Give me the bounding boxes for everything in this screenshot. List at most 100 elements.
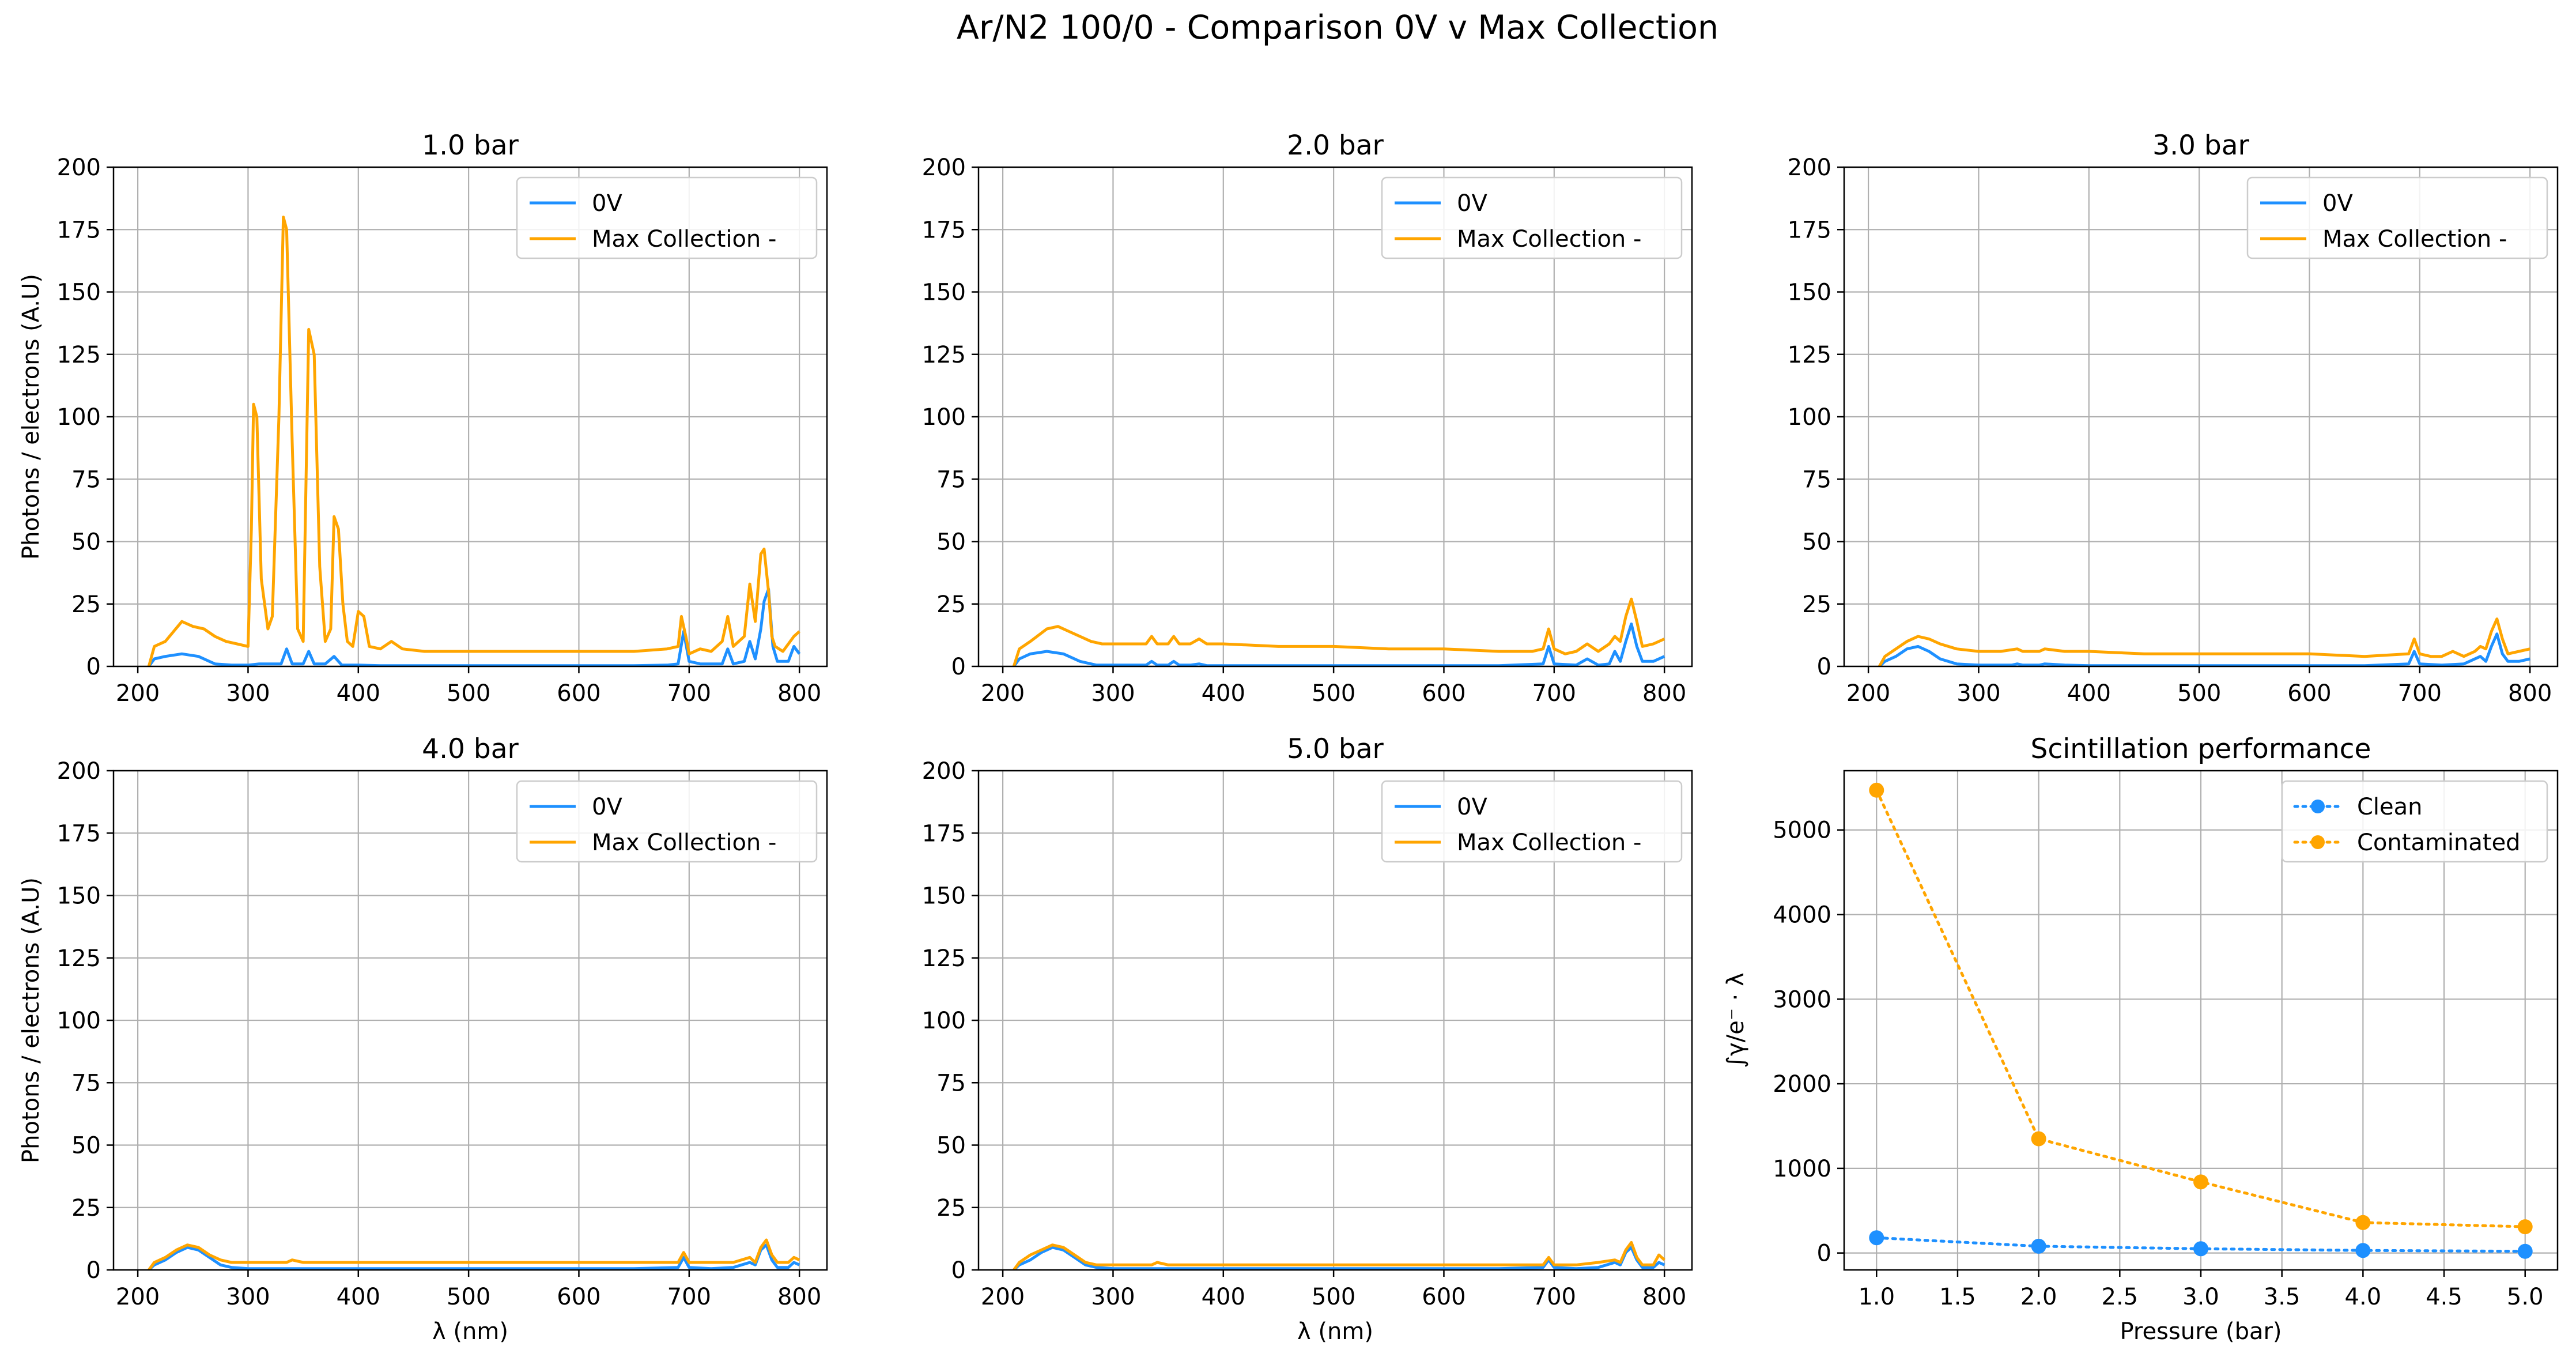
data-point <box>2193 1241 2208 1257</box>
legend-label: Clean <box>2357 794 2423 820</box>
y-axis-label: ∫γ/e⁻ · λ <box>1723 972 1749 1068</box>
x-tick-label: 800 <box>2508 680 2552 707</box>
y-tick-label: 1000 <box>1773 1156 1831 1182</box>
x-tick-label: 700 <box>1532 680 1576 707</box>
y-tick-label: 25 <box>71 591 101 618</box>
y-tick-label: 200 <box>922 758 966 785</box>
legend-marker <box>2311 800 2325 813</box>
x-tick-label: 700 <box>1532 1284 1576 1310</box>
y-tick-label: 0 <box>951 1257 966 1284</box>
x-tick-label: 200 <box>116 680 160 707</box>
x-tick-label: 1.5 <box>1939 1284 1976 1310</box>
plot-area <box>148 1238 800 1270</box>
series-line-1 <box>1012 597 1665 666</box>
y-tick-label: 5000 <box>1773 817 1831 844</box>
x-tick-label: 4.0 <box>2345 1284 2382 1310</box>
series-line-1 <box>148 1238 800 1270</box>
x-tick-label: 200 <box>1846 680 1890 707</box>
y-tick-label: 50 <box>936 1133 966 1159</box>
x-tick-label: 300 <box>226 1284 270 1310</box>
panel-2: 200 300 400 500 600 700 800 0 25 50 75 100 125 150 175… <box>922 130 1693 707</box>
legend-box <box>516 176 818 259</box>
legend-label: 0V <box>2322 190 2353 217</box>
plot-area <box>1878 617 2530 666</box>
data-point <box>2355 1243 2371 1258</box>
y-tick-label: 125 <box>922 945 966 972</box>
y-tick-label: 4000 <box>1773 902 1831 929</box>
panel-4: 200 300 400 500 600 700 800 0 25 50 75 100 125 150 175… <box>18 733 828 1345</box>
plot-area <box>1869 782 2533 1259</box>
panel-title: 2.0 bar <box>1287 130 1384 161</box>
y-tick-label: 25 <box>936 591 966 618</box>
x-tick-label: 600 <box>1422 1284 1465 1310</box>
data-point <box>2517 1219 2533 1235</box>
plot-area <box>1013 1241 1665 1270</box>
legend-label: 0V <box>592 794 622 820</box>
plot-area <box>1012 597 1665 666</box>
series-line-0 <box>148 587 801 666</box>
y-axis-label: Photons / electrons (A.U) <box>18 877 44 1163</box>
y-tick-label: 75 <box>71 466 101 493</box>
data-point <box>1869 1230 1884 1246</box>
panel-6: 1.0 1.5 2.0 2.5 3.0 3.5 4.0 4.5 5.0 0 1000 2000 3000… <box>1723 733 2559 1345</box>
data-point <box>2355 1215 2371 1230</box>
x-axis-label: λ (nm) <box>1297 1318 1373 1345</box>
legend-box <box>516 780 818 863</box>
y-tick-label: 175 <box>922 820 966 847</box>
y-tick-label: 25 <box>71 1195 101 1221</box>
legend: Clean Contaminated <box>2281 780 2548 863</box>
legend: 0V Max Collection - <box>1381 780 1683 863</box>
series-line-0 <box>1878 632 2530 666</box>
y-tick-label: 75 <box>936 466 966 493</box>
legend-box <box>2281 780 2548 863</box>
panel-title: Scintillation performance <box>2031 733 2371 765</box>
x-axis-label: Pressure (bar) <box>2120 1318 2282 1345</box>
y-tick-label: 100 <box>57 1008 101 1034</box>
series-line-0 <box>148 1243 800 1270</box>
y-tick-label: 0 <box>951 654 966 680</box>
x-tick-label: 3.0 <box>2182 1284 2219 1310</box>
x-tick-label: 500 <box>1312 1284 1355 1310</box>
x-tick-label: 200 <box>116 1284 160 1310</box>
legend-label: 0V <box>1457 794 1487 820</box>
x-tick-label: 2.0 <box>2020 1284 2057 1310</box>
x-tick-label: 2.5 <box>2102 1284 2139 1310</box>
y-tick-label: 150 <box>922 883 966 910</box>
legend-label: Max Collection - <box>592 830 776 856</box>
y-tick-label: 100 <box>922 404 966 431</box>
y-tick-label: 25 <box>1802 591 1831 618</box>
x-tick-label: 600 <box>557 680 600 707</box>
panel-title: 5.0 bar <box>1287 733 1384 765</box>
legend-label: Contaminated <box>2357 830 2521 856</box>
x-tick-label: 400 <box>1202 680 1245 707</box>
y-tick-label: 3000 <box>1773 986 1831 1013</box>
legend-label: 0V <box>592 190 622 217</box>
series-line-1 <box>1013 1241 1665 1270</box>
figure-title: Ar/N2 100/0 - Comparison 0V v Max Collec… <box>957 9 1718 47</box>
x-axis-label: λ (nm) <box>432 1318 508 1345</box>
x-tick-label: 400 <box>337 1284 380 1310</box>
x-tick-label: 700 <box>667 1284 711 1310</box>
legend: 0V Max Collection - <box>516 176 818 259</box>
legend-label: Max Collection - <box>592 226 776 252</box>
panel-title: 3.0 bar <box>2152 130 2249 161</box>
legend-label: Max Collection - <box>1457 226 1641 252</box>
plot-area <box>147 216 801 666</box>
y-tick-label: 125 <box>1788 342 1831 368</box>
legend: 0V Max Collection - <box>2246 176 2548 259</box>
data-point <box>2031 1238 2046 1254</box>
x-tick-label: 500 <box>1312 680 1355 707</box>
x-tick-label: 200 <box>981 1284 1025 1310</box>
series-line-0 <box>1013 622 1665 666</box>
x-tick-label: 700 <box>667 680 711 707</box>
panel-title: 1.0 bar <box>422 130 519 161</box>
data-point <box>2517 1243 2533 1259</box>
x-tick-label: 600 <box>2287 680 2331 707</box>
panel-3: 200 300 400 500 600 700 800 0 25 50 75 100 125 150 175… <box>1788 130 2559 707</box>
y-tick-label: 200 <box>57 758 101 785</box>
x-tick-label: 800 <box>1642 680 1686 707</box>
y-tick-label: 2000 <box>1773 1071 1831 1098</box>
x-tick-label: 600 <box>1422 680 1465 707</box>
y-tick-label: 100 <box>57 404 101 431</box>
